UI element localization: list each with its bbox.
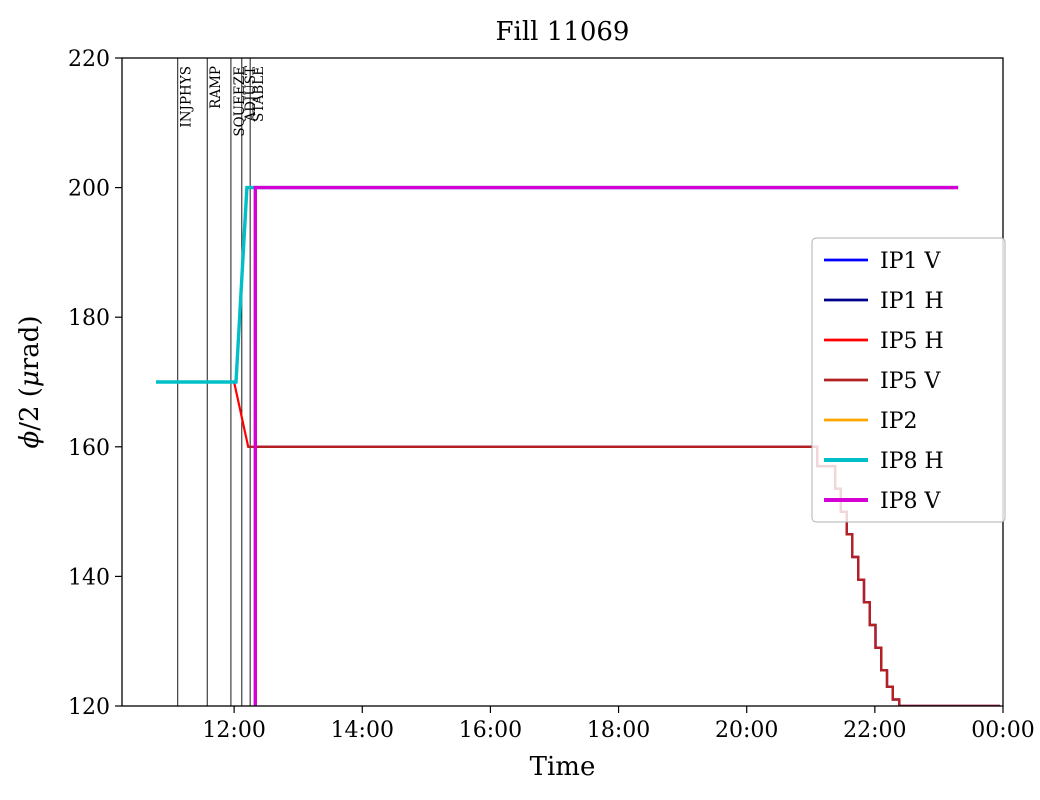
- x-tick-label: 22:00: [843, 718, 906, 743]
- y-tick-label: 180: [68, 306, 110, 331]
- beam-mode-label: INJPHYS: [179, 66, 195, 128]
- y-tick-label: 120: [68, 695, 110, 720]
- x-tick-label: 14:00: [331, 718, 394, 743]
- y-axis-label: ϕ/2 (μrad): [15, 315, 45, 448]
- y-tick-label: 200: [68, 177, 110, 202]
- x-tick-label: 18:00: [587, 718, 650, 743]
- beam-mode-label: SQUEEZE: [232, 66, 248, 137]
- legend-label: IP1 H: [880, 289, 944, 314]
- x-tick-label: 12:00: [202, 718, 265, 743]
- legend-box: [811, 237, 1006, 523]
- legend-label: IP2: [880, 409, 918, 434]
- x-tick-label: 16:00: [459, 718, 522, 743]
- beam-mode-label: RAMP: [208, 66, 224, 109]
- chart-title: Fill 11069: [496, 17, 630, 47]
- legend: IP1 V IP1 H IP5 H IP5 V IP2 IP8 H IP8 V: [811, 237, 1006, 523]
- y-tick-label: 160: [68, 436, 110, 461]
- legend-label: IP8 V: [880, 489, 941, 514]
- legend-label: IP5 V: [880, 369, 941, 394]
- beam-mode-label: ADJUST: [243, 66, 259, 123]
- beam-mode-label: STABLE: [251, 66, 267, 122]
- y-tick-label: 220: [68, 47, 110, 72]
- legend-label: IP1 V: [880, 249, 941, 274]
- series-line-ip8-v: [253, 185, 959, 706]
- x-axis-label: Time: [530, 752, 596, 782]
- legend-label: IP8 H: [880, 449, 944, 474]
- legend-label: IP5 H: [880, 329, 944, 354]
- x-tick-label: 00:00: [971, 718, 1034, 743]
- y-tick-label: 140: [68, 565, 110, 590]
- x-tick-label: 20:00: [715, 718, 778, 743]
